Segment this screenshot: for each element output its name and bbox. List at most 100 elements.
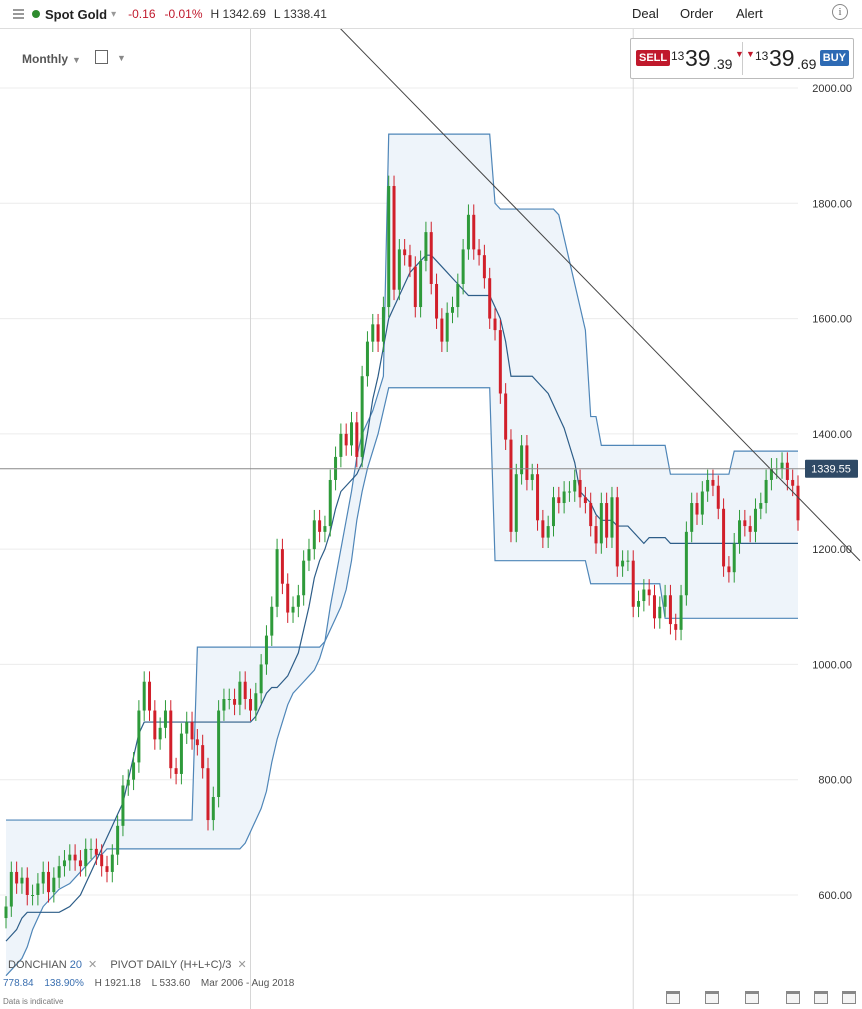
candle-body (530, 474, 534, 480)
candle-body (9, 871, 13, 907)
current-price-tag (805, 459, 858, 478)
candle-body (365, 341, 369, 377)
candle-body (137, 710, 141, 763)
candle-body (270, 606, 274, 636)
candle-body (31, 895, 35, 896)
donchian-label[interactable]: DONCHIAN (8, 959, 67, 971)
candle-body (105, 866, 109, 872)
candle-body (546, 526, 550, 538)
candle-body (573, 479, 577, 492)
candle-body (408, 255, 412, 267)
candle-body (679, 595, 683, 630)
trendline[interactable] (262, 29, 861, 562)
candle-body (700, 491, 704, 515)
candle-body (589, 503, 593, 527)
candlesticks (4, 175, 800, 929)
candle-body (387, 185, 391, 308)
calendar-event-icon[interactable] (745, 991, 759, 1004)
candle-body (780, 462, 784, 469)
candle-body (328, 479, 332, 527)
down-arrow-icon: ▼ (735, 49, 744, 59)
menu-icon[interactable] (13, 9, 24, 19)
close-icon[interactable]: ✕ (237, 959, 247, 971)
y-tick-label: 1000.00 (812, 659, 852, 671)
pivot-label[interactable]: PIVOT DAILY (H+L+C)/3 (110, 959, 232, 971)
candle-body (621, 560, 625, 567)
candle-body (791, 479, 795, 486)
candle-body (344, 433, 348, 446)
channel-upper-line (6, 133, 798, 821)
candle-body (169, 710, 173, 769)
candle-body (25, 877, 29, 895)
candle-body (100, 854, 104, 867)
candle-body (243, 681, 247, 700)
candle-body (57, 866, 61, 878)
trendline-segment (340, 29, 861, 562)
candle-body (286, 583, 290, 613)
sell-button[interactable]: SELL (636, 50, 671, 66)
deal-divider (742, 42, 743, 75)
candle-body (339, 433, 343, 457)
candle-body (206, 768, 210, 821)
sell-price-main[interactable]: 39 (685, 45, 711, 71)
buy-price-prefix[interactable]: 13 (755, 49, 769, 63)
candle-body (233, 699, 237, 705)
candle-body (626, 560, 630, 562)
candle-body (302, 560, 306, 596)
candle-body (142, 681, 146, 711)
candle-body (249, 699, 253, 711)
candle-body (461, 249, 465, 284)
buy-price-fraction[interactable]: .69 (797, 56, 817, 72)
donchian-period[interactable]: 20 (69, 959, 82, 971)
candle-body (350, 422, 354, 446)
chart-type-icon[interactable] (95, 50, 108, 64)
candle-body (578, 479, 582, 498)
candle-body (318, 520, 322, 532)
candle-body (583, 497, 587, 504)
candle-body (482, 255, 486, 279)
y-tick-label: 1200.00 (812, 544, 852, 556)
calendar-event-icon[interactable] (705, 991, 719, 1004)
calendar-event-icon[interactable] (666, 991, 680, 1004)
current-price-label: 1339.55 (811, 464, 851, 476)
candle-body (360, 376, 364, 457)
timeframe-selector[interactable]: Monthly (22, 52, 68, 66)
calendar-event-icon[interactable] (786, 991, 800, 1004)
info-icon[interactable]: i (832, 4, 848, 20)
candle-body (20, 877, 24, 884)
candle-body (551, 497, 555, 527)
deal-ticket: SELL 13 39 .39 ▼ ▼ 13 39 .69 BUY (630, 38, 854, 79)
price-chart[interactable]: 600.00 800.00 1000.00 1200.00 1400.00 1600.00… (0, 29, 862, 1009)
instrument-name[interactable]: Spot Gold (45, 6, 108, 22)
date-range: Mar 2006 - Aug 2018 (200, 978, 295, 989)
candle-body (652, 595, 656, 619)
buy-button[interactable]: BUY (819, 50, 849, 66)
candle-body (264, 635, 268, 665)
candle-body (711, 479, 715, 486)
candle-body (493, 318, 497, 331)
candle-body (727, 566, 731, 573)
deal-menu[interactable]: Deal (632, 6, 659, 21)
calendar-event-icon[interactable] (814, 991, 828, 1004)
order-menu[interactable]: Order (680, 6, 714, 21)
sell-price-prefix[interactable]: 13 (671, 49, 685, 63)
candle-body (403, 249, 407, 256)
candle-body (440, 318, 444, 342)
candle-body (759, 503, 763, 509)
candle-body (695, 503, 699, 515)
candle-body (557, 497, 561, 504)
sell-price-fraction[interactable]: .39 (713, 56, 733, 72)
instrument-header: Spot Gold ▾ -0.16 -0.01% H 1342.69 L 133… (0, 0, 862, 29)
chevron-down-icon[interactable]: ▼ (117, 53, 126, 63)
chevron-down-icon[interactable]: ▼ (72, 55, 81, 65)
candle-body (456, 283, 460, 308)
chevron-down-icon[interactable]: ▾ (111, 8, 117, 20)
buy-price-main[interactable]: 39 (769, 45, 795, 71)
alert-menu[interactable]: Alert (736, 6, 763, 21)
calendar-event-icon[interactable] (842, 991, 856, 1004)
close-icon[interactable]: ✕ (88, 959, 98, 971)
candle-body (567, 491, 571, 493)
candle-body (371, 324, 375, 342)
range-low: L 533.60 (151, 978, 191, 989)
candle-body (275, 549, 279, 607)
